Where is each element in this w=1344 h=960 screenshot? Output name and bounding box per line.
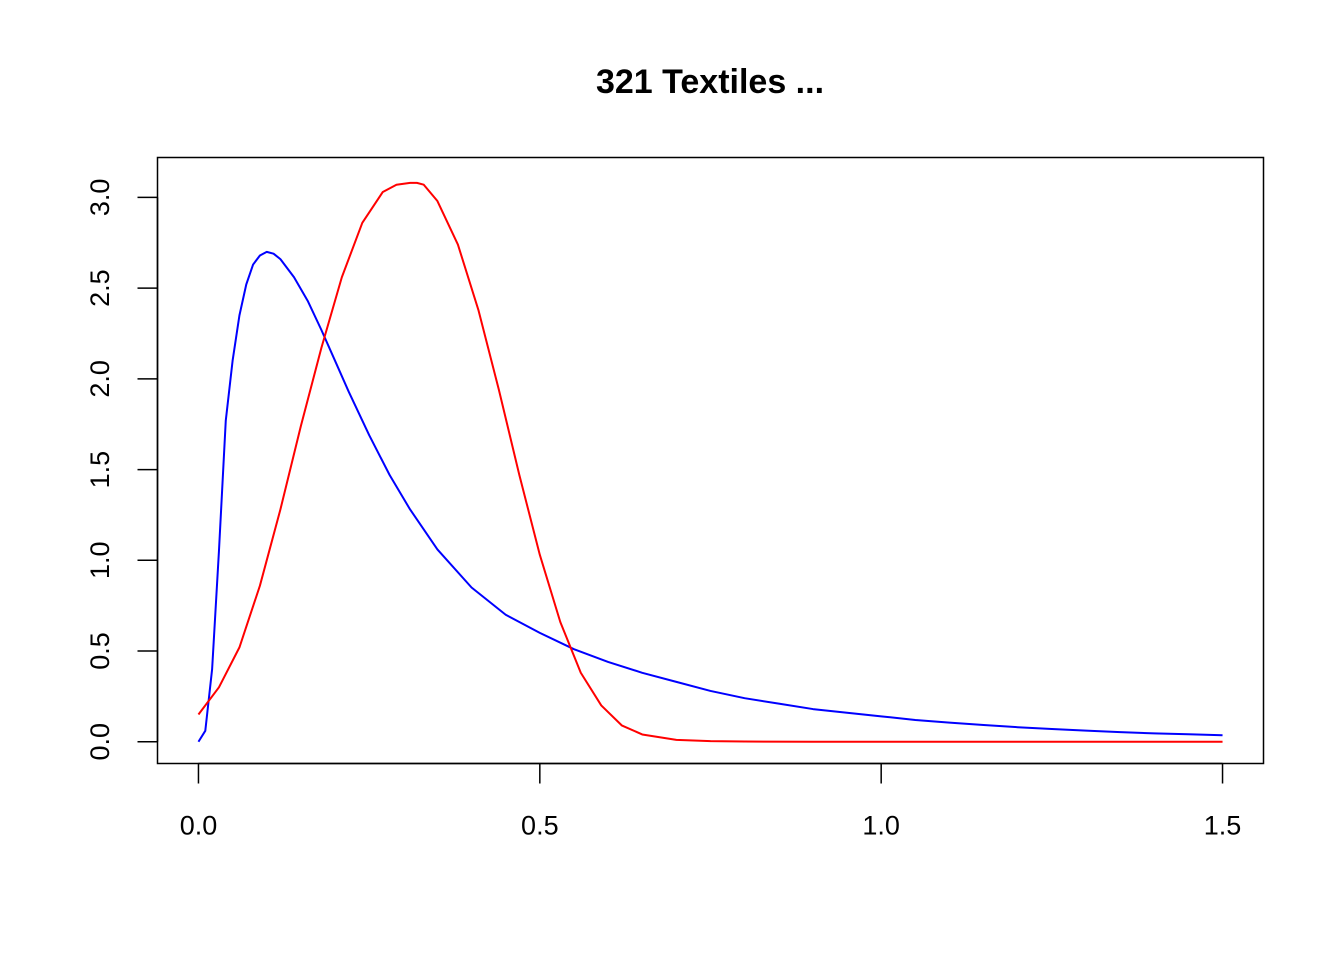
x-tick-label: 0.0 — [180, 811, 218, 841]
y-axis: 0.0 0.5 1.0 1.5 2.0 2.5 3.0 — [85, 179, 159, 761]
x-tick-label: 0.5 — [521, 811, 559, 841]
y-tick-label: 2.0 — [85, 360, 115, 398]
y-tick-label: 2.5 — [85, 269, 115, 307]
series-layer — [197, 181, 1223, 743]
y-tick-label: 0.5 — [85, 632, 115, 670]
x-tick-label: 1.5 — [1204, 811, 1242, 841]
series-line-2 — [197, 181, 1223, 743]
y-tick-label: 0.0 — [85, 723, 115, 761]
y-tick-label: 1.5 — [85, 451, 115, 489]
plot-frame — [156, 156, 1265, 765]
y-tick-label: 1.0 — [85, 542, 115, 580]
chart-title: 321 Textiles ... — [596, 63, 824, 101]
y-tick-label: 3.0 — [85, 179, 115, 217]
series-line-1 — [197, 250, 1223, 743]
x-tick-label: 1.0 — [862, 811, 900, 841]
x-axis: 0.0 0.5 1.0 1.5 — [180, 762, 1242, 841]
